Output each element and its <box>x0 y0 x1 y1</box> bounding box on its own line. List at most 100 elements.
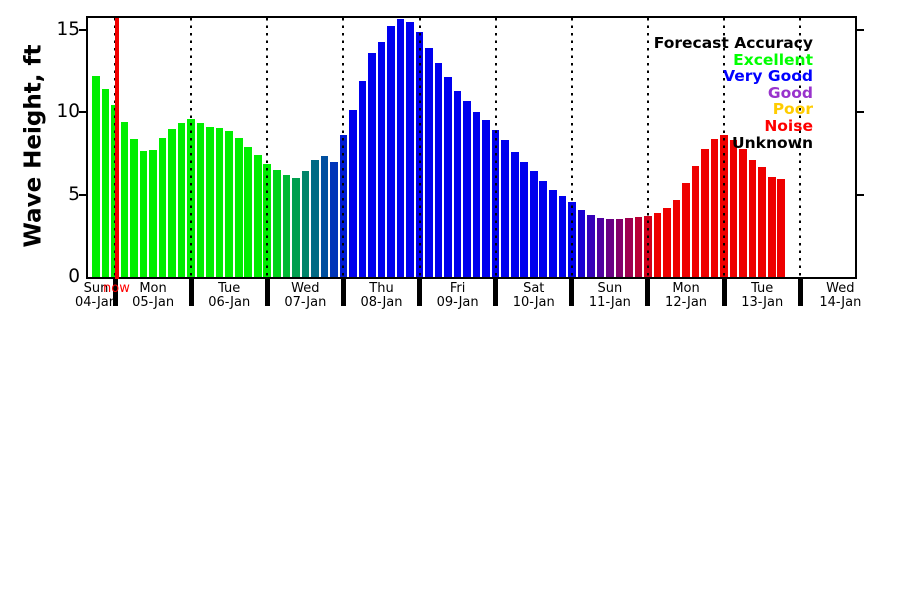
y-tick-mark-left <box>79 28 86 31</box>
wave-height-bar <box>139 150 148 277</box>
day-boundary-gridline <box>799 18 802 277</box>
wave-height-bar <box>292 178 300 277</box>
legend-title: Forecast Accuracy <box>653 34 813 52</box>
wave-height-bar <box>215 127 224 277</box>
wave-height-bar <box>244 146 253 277</box>
wave-height-bar <box>234 138 243 277</box>
y-tick-label: 0 <box>68 266 80 287</box>
wave-height-bar <box>101 88 110 277</box>
day-label: Sun 11-Jan <box>565 282 655 309</box>
day-date: 06-Jan <box>208 294 251 310</box>
wave-height-bar <box>577 210 586 277</box>
wave-height-bar <box>120 121 129 277</box>
wave-height-bar <box>206 126 214 277</box>
day-boundary-tick <box>569 279 575 306</box>
legend-entry: Poor <box>772 100 813 119</box>
wave-height-bar <box>434 62 443 277</box>
day-label: Mon 12-Jan <box>641 282 731 309</box>
day-boundary-tick <box>797 279 803 306</box>
wave-height-bar <box>529 171 538 277</box>
day-name: Sun <box>83 281 109 296</box>
day-date: 14-Jan <box>819 294 862 310</box>
wave-height-bar <box>225 131 233 277</box>
wave-height-bar <box>663 207 671 277</box>
wave-height-bar <box>501 140 509 277</box>
wave-height-bar <box>149 149 157 277</box>
wave-height-bar <box>767 177 776 277</box>
plot-border <box>86 16 857 279</box>
day-boundary-tick <box>417 279 423 306</box>
wave-height-bar <box>425 47 433 277</box>
day-label: Thu 08-Jan <box>336 282 426 309</box>
wave-height-bar <box>272 169 281 277</box>
wave-height-bar <box>653 212 662 277</box>
day-name: Sat <box>523 281 545 296</box>
wave-height-bar <box>282 174 291 277</box>
day-name: Fri <box>449 281 466 296</box>
wave-height-bar <box>368 52 376 277</box>
day-name: Sun <box>597 281 623 296</box>
wave-height-bar <box>387 26 395 277</box>
day-boundary-tick <box>645 279 651 306</box>
wave-height-bar <box>472 112 481 277</box>
legend-entry: Excellent <box>733 50 813 69</box>
y-tick-mark-left <box>79 111 86 114</box>
wave-height-bar <box>625 218 633 277</box>
day-boundary-gridline <box>418 18 421 277</box>
now-marker-label: now <box>103 281 130 296</box>
day-boundary-tick <box>264 279 270 306</box>
wave-height-bar <box>92 75 100 277</box>
wave-height-bar <box>520 161 529 277</box>
wave-height-bar <box>177 122 186 277</box>
legend-entry: Unknown <box>732 133 813 152</box>
wave-height-bar <box>444 77 452 277</box>
wave-height-bar <box>130 139 138 277</box>
wave-height-bar <box>596 217 605 277</box>
now-marker-line <box>115 18 119 279</box>
wave-height-bar <box>320 155 329 277</box>
wave-height-bar <box>682 182 690 277</box>
y-axis-title: Wave Height, ft <box>20 44 47 248</box>
legend-entry: Very Good <box>723 67 813 86</box>
day-boundary-gridline <box>494 18 497 277</box>
wave-height-bar <box>606 219 614 277</box>
day-name: Mon <box>672 281 700 296</box>
day-boundary-gridline <box>266 18 269 277</box>
forecast-accuracy-legend: Forecast Accuracy Excellent Very Good Good… <box>400 35 813 151</box>
wave-height-bar <box>168 128 176 277</box>
day-date: 10-Jan <box>512 294 555 310</box>
wave-height-bar <box>349 110 357 277</box>
legend-entry: Noise <box>764 116 813 135</box>
wave-height-bar <box>396 18 405 277</box>
wave-height-bar <box>158 138 167 277</box>
day-label: Sun 04-Jan <box>51 282 141 309</box>
wave-height-bar <box>510 151 519 277</box>
wave-height-bar <box>739 149 747 277</box>
day-boundary-tick <box>721 279 727 306</box>
day-boundary-gridline <box>646 18 649 277</box>
day-name: Wed <box>291 281 320 296</box>
wave-height-bar <box>301 171 310 277</box>
day-boundary-gridline <box>190 18 193 277</box>
day-label: Tue 06-Jan <box>184 282 274 309</box>
wave-height-bar <box>691 166 700 277</box>
day-name: Tue <box>751 281 774 296</box>
day-label: Tue 13-Jan <box>717 282 807 309</box>
day-label: Fri 09-Jan <box>413 282 503 309</box>
wave-height-bar <box>672 200 681 277</box>
wave-height-bar <box>558 196 567 277</box>
wave-height-bar <box>358 80 367 277</box>
day-boundary-tick <box>493 279 499 306</box>
wave-height-bar <box>253 154 262 277</box>
day-boundary-gridline <box>570 18 573 277</box>
wave-height-bar <box>748 159 757 277</box>
day-label: Wed 07-Jan <box>260 282 350 309</box>
wave-height-bar <box>615 219 624 277</box>
day-date: 11-Jan <box>588 294 631 310</box>
wave-height-bar <box>463 101 471 277</box>
wave-height-bar <box>701 149 709 277</box>
day-date: 08-Jan <box>360 294 403 310</box>
day-label: Sat 10-Jan <box>489 282 579 309</box>
wave-height-bar <box>777 178 786 277</box>
day-label: Wed 14-Jan <box>795 282 885 309</box>
